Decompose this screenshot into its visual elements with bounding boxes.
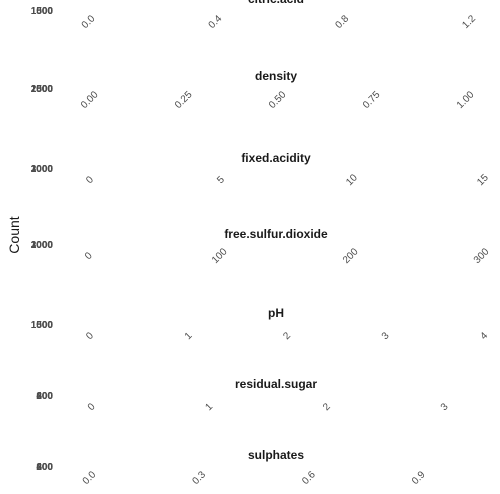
y-tick-label: 500 (36, 84, 53, 95)
panel-title: fixed.acidity (241, 151, 311, 165)
x-tick-label: 0.4 (207, 13, 225, 31)
y-tick-label: 2000 (31, 240, 54, 251)
y-tick-label: 3000 (31, 240, 54, 251)
panel-title: pH (268, 306, 284, 320)
y-tick-label: 1500 (31, 84, 54, 95)
y-tick-label: 400 (36, 391, 53, 402)
y-tick-label: 200 (36, 391, 53, 402)
x-tick-label: 0.75 (361, 89, 383, 111)
y-tick-label: 400 (36, 462, 53, 473)
y-tick-label: 500 (36, 320, 53, 331)
x-tick-label: 0.0 (81, 469, 99, 487)
x-tick-label: 1 (183, 330, 195, 342)
panel-title: density (255, 69, 297, 83)
y-tick-label: 0 (47, 164, 53, 175)
panel-title: citric.acid (248, 0, 304, 6)
x-tick-label: 200 (341, 246, 361, 266)
x-tick-label: 1 (203, 401, 215, 413)
x-tick-label: 0.0 (80, 13, 98, 31)
x-tick-label: 0 (84, 174, 96, 186)
x-tick-label: 0.25 (173, 89, 195, 111)
y-tick-label: 0 (47, 391, 53, 402)
y-tick-label: 2000 (31, 84, 54, 95)
panel-title: residual.sugar (235, 377, 317, 391)
panel-group: citric.acid1500100050000.00.40.81.2densi… (31, 0, 492, 487)
x-tick-label: 0.00 (79, 89, 101, 111)
x-tick-label: 10 (344, 172, 360, 188)
y-tick-label: 1500 (31, 320, 54, 331)
y-tick-label: 600 (36, 391, 53, 402)
panel-title: sulphates (248, 448, 304, 462)
y-tick-label: 0 (47, 462, 53, 473)
x-tick-label: 0.6 (300, 469, 318, 487)
x-tick-label: 0 (83, 250, 95, 262)
y-tick-label: 1000 (31, 320, 54, 331)
y-tick-label: 1000 (31, 164, 54, 175)
y-tick-label: 1000 (31, 240, 54, 251)
y-tick-label: 0 (47, 240, 53, 251)
y-tick-label: 0 (47, 320, 53, 331)
x-tick-label: 4 (478, 330, 490, 342)
y-tick-label: 1000 (31, 6, 54, 17)
x-tick-label: 300 (472, 246, 492, 266)
y-tick-label: 0 (47, 84, 53, 95)
x-tick-label: 5 (215, 174, 227, 186)
y-axis-label: Count (6, 216, 22, 253)
y-tick-label: 1500 (31, 6, 54, 17)
x-tick-label: 0.50 (267, 89, 289, 111)
y-tick-label: 1000 (31, 84, 54, 95)
y-tick-label: 500 (36, 6, 53, 17)
x-tick-label: 0 (84, 330, 96, 342)
x-tick-label: 0.9 (410, 469, 428, 487)
y-tick-label: 0 (47, 6, 53, 17)
x-tick-label: 15 (475, 172, 491, 188)
panel-title: free.sulfur.dioxide (224, 227, 328, 241)
y-tick-label: 600 (36, 462, 53, 473)
y-tick-label: 2000 (31, 164, 54, 175)
x-tick-label: 2 (321, 401, 333, 413)
y-tick-label: 2500 (31, 84, 54, 95)
x-tick-label: 0 (86, 401, 98, 413)
x-tick-label: 1.2 (460, 13, 478, 31)
x-tick-label: 2 (281, 330, 293, 342)
y-tick-label: 200 (36, 462, 53, 473)
x-tick-label: 1.00 (455, 89, 477, 111)
x-tick-label: 3 (380, 330, 392, 342)
x-tick-label: 100 (210, 246, 230, 266)
y-tick-label: 3000 (31, 164, 54, 175)
x-tick-label: 0.3 (190, 469, 208, 487)
x-tick-label: 3 (439, 401, 451, 413)
x-tick-label: 0.8 (334, 13, 352, 31)
